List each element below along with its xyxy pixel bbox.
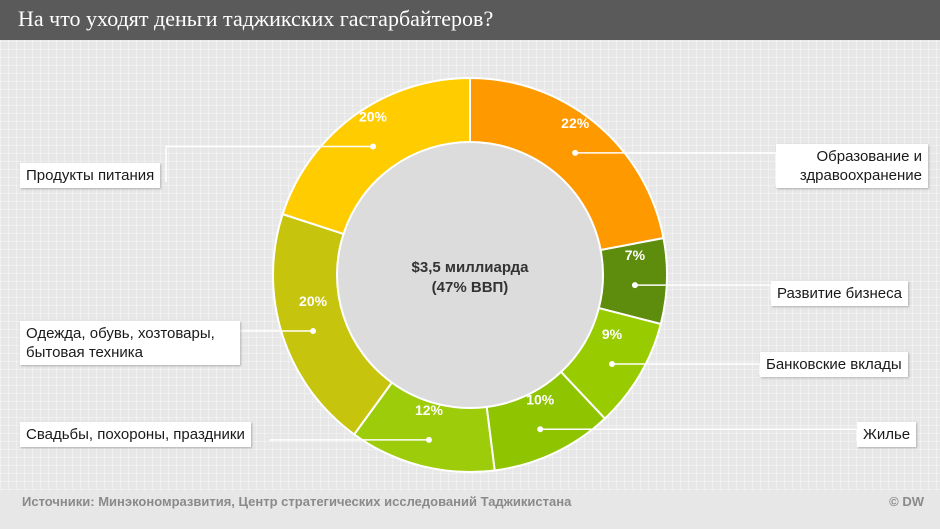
slice-clothing-dot — [310, 327, 317, 334]
label-housing: Жилье — [857, 422, 917, 447]
slice-weddings-dot — [425, 436, 432, 443]
label-deposits: Банковские вклады — [760, 352, 908, 377]
slice-weddings-percent: 12% — [415, 402, 444, 418]
center-gdp-share: (47% ВВП) — [431, 279, 509, 296]
label-food: Продукты питания — [20, 163, 161, 188]
slice-food — [281, 76, 471, 236]
label-clothing: Одежда, обувь, хозтовары, бытовая техник… — [20, 321, 240, 365]
slice-food-dot — [370, 143, 377, 150]
slice-education-health-dot — [572, 149, 579, 156]
center-label: $3,5 миллиарда (47% ВВП) — [345, 258, 595, 298]
chart-title: На что уходят деньги таджикских гастарба… — [18, 6, 494, 31]
label-business: Развитие бизнеса — [771, 281, 908, 306]
slice-business-percent: 7% — [625, 247, 646, 263]
copyright: © DW — [889, 494, 924, 509]
label-weddings: Свадьбы, похороны, праздники — [20, 422, 251, 447]
slice-housing-percent: 10% — [526, 391, 555, 407]
slice-food-percent: 20% — [359, 109, 388, 125]
donut-hole — [337, 142, 603, 408]
slice-clothing-percent: 20% — [299, 293, 328, 309]
label-education-health: Образование и здравоохранение — [776, 144, 928, 188]
footer — [0, 490, 940, 529]
slice-business-dot — [631, 282, 638, 289]
slice-housing-dot — [537, 426, 544, 433]
slice-deposits-percent: 9% — [602, 326, 623, 342]
slice-deposits-dot — [609, 360, 616, 367]
source-note: Источники: Минэкономразвития, Центр стра… — [22, 494, 572, 509]
center-total: $3,5 миллиарда — [411, 259, 529, 276]
slice-education-health-percent: 22% — [561, 115, 590, 131]
header-bar: На что уходят деньги таджикских гастарба… — [0, 0, 940, 40]
